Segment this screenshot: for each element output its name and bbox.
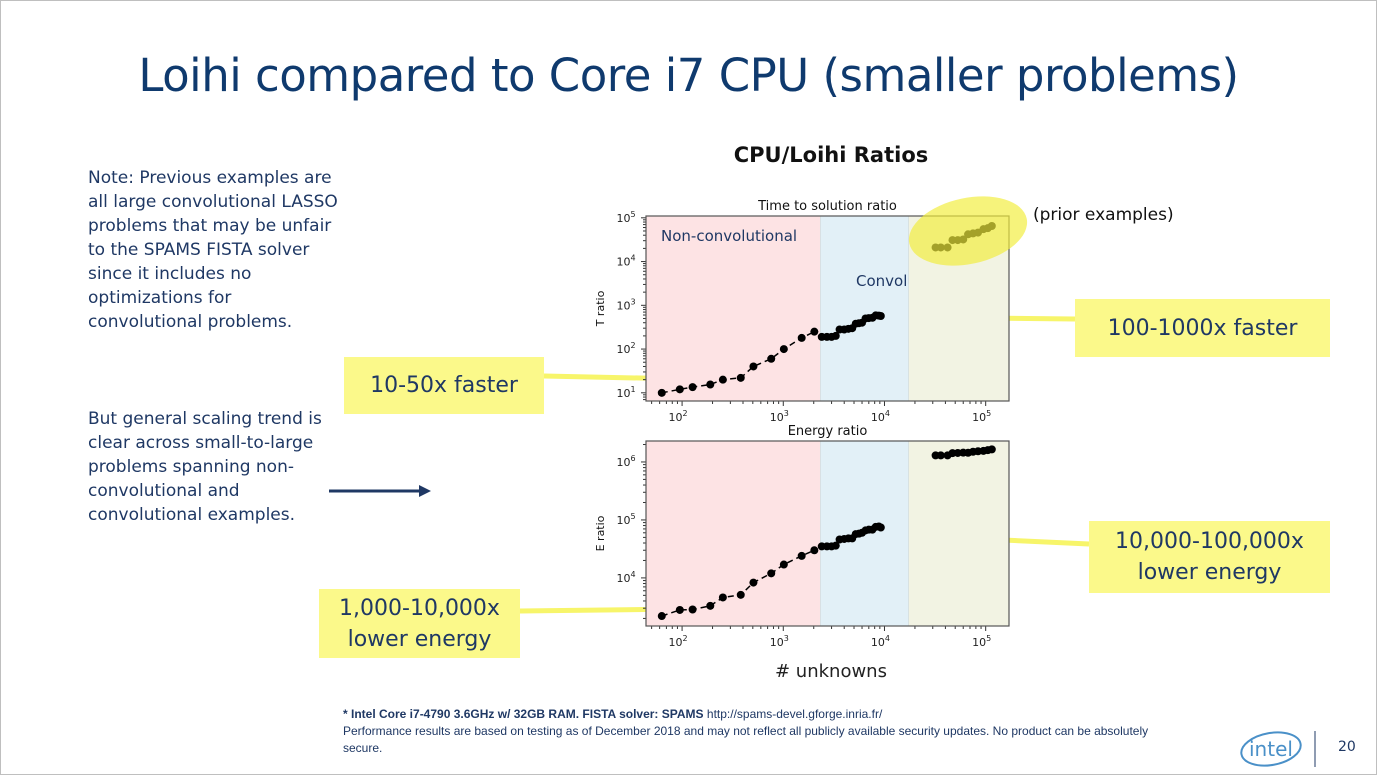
plot-frame [645,215,1010,402]
data-point [779,560,788,569]
x-tick-label: 103 [770,409,789,424]
data-point [767,354,776,363]
intel-logo: intel [1240,731,1316,767]
y-axis-label: T ratio [594,290,607,327]
callout-time-small: 10-50x faster [344,357,544,414]
data-point [688,605,697,614]
note-scaling-trend: But general scaling trend is clear acros… [88,409,322,525]
callout-energy-small: 1,000-10,000x lower energy [319,589,520,658]
region-0 [645,440,821,627]
y-tick-label: 105 [616,210,635,225]
x-tick-label: 103 [770,634,789,649]
footnote-solver: SPAMS [661,707,704,721]
y-tick-label: 106 [616,454,635,469]
y-axis-label: E ratio [594,515,607,551]
y-tick-label: 102 [616,341,635,356]
data-point [749,362,758,371]
callout-time-large: 100-1000x faster [1075,299,1330,357]
data-point [876,311,885,320]
data-point [779,345,788,354]
data-point [706,380,715,389]
data-point [718,593,727,602]
footnote: * Intel Core i7-4790 3.6GHz w/ 32GB RAM.… [343,706,1153,757]
data-point [657,612,666,621]
x-tick-label: 105 [972,409,991,424]
data-point [797,551,806,560]
chart-title: CPU/Loihi Ratios [733,143,929,167]
data-point [749,578,758,587]
x-tick-label: 102 [669,409,688,424]
data-point [718,375,727,384]
region-2 [908,440,1010,627]
footnote-disclaimer: Performance results are based on testing… [343,724,1149,755]
plot-frame [645,440,1010,627]
data-point [767,569,776,578]
data-point [675,385,684,394]
data-point [987,445,996,454]
data-point [797,333,806,342]
arrow-icon [329,485,431,497]
x-tick-label: 104 [871,634,890,649]
note-previous-examples: Note: Previous examples are all large co… [88,168,338,332]
x-axis-label: # unknowns [775,661,887,682]
data-point [736,590,745,599]
subplot-title: Time to solution ratio [757,199,897,214]
series-1 [817,311,885,341]
footnote-cpu: * Intel Core i7-4790 3.6GHz w/ 32GB RAM.… [343,707,662,721]
page-number: 20 [1338,739,1356,755]
subplot-title: Energy ratio [788,424,868,439]
subplot-energy: 102 103 104 105 104 105 106 Energy ratio E ratio [594,424,1010,649]
series-2 [931,445,996,460]
data-point [810,327,819,336]
data-point [688,383,697,392]
y-tick-label: 101 [616,385,635,400]
x-tick-label: 105 [972,634,991,649]
svg-text:intel: intel [1249,737,1293,761]
data-point [810,546,819,555]
series-0 [657,327,819,397]
data-point [936,451,945,460]
region-0 [645,215,821,402]
slide-title: Loihi compared to Core i7 CPU (smaller p… [138,49,1239,102]
series-1 [817,522,885,551]
data-point [736,373,745,382]
data-point [675,605,684,614]
footnote-url[interactable]: http://spams-devel.gforge.inria.fr/ [703,707,883,721]
x-tick-label: 102 [669,634,688,649]
y-tick-label: 105 [616,512,635,527]
data-point [657,388,666,397]
y-tick-label: 104 [616,570,635,585]
y-tick-label: 104 [616,254,635,269]
y-tick-label: 103 [616,297,635,312]
x-tick-label: 104 [871,409,890,424]
data-point [876,523,885,532]
prior-examples-label: (prior examples) [1033,205,1174,225]
data-point [831,331,840,340]
callout-energy-large: 10,000-100,000x lower energy [1089,521,1330,593]
prior-examples-highlight [908,196,1028,266]
data-point [706,601,715,610]
region-label: Non-convolutional [661,227,797,245]
region-1 [820,215,909,402]
series-0 [657,546,819,621]
data-point [831,541,840,550]
